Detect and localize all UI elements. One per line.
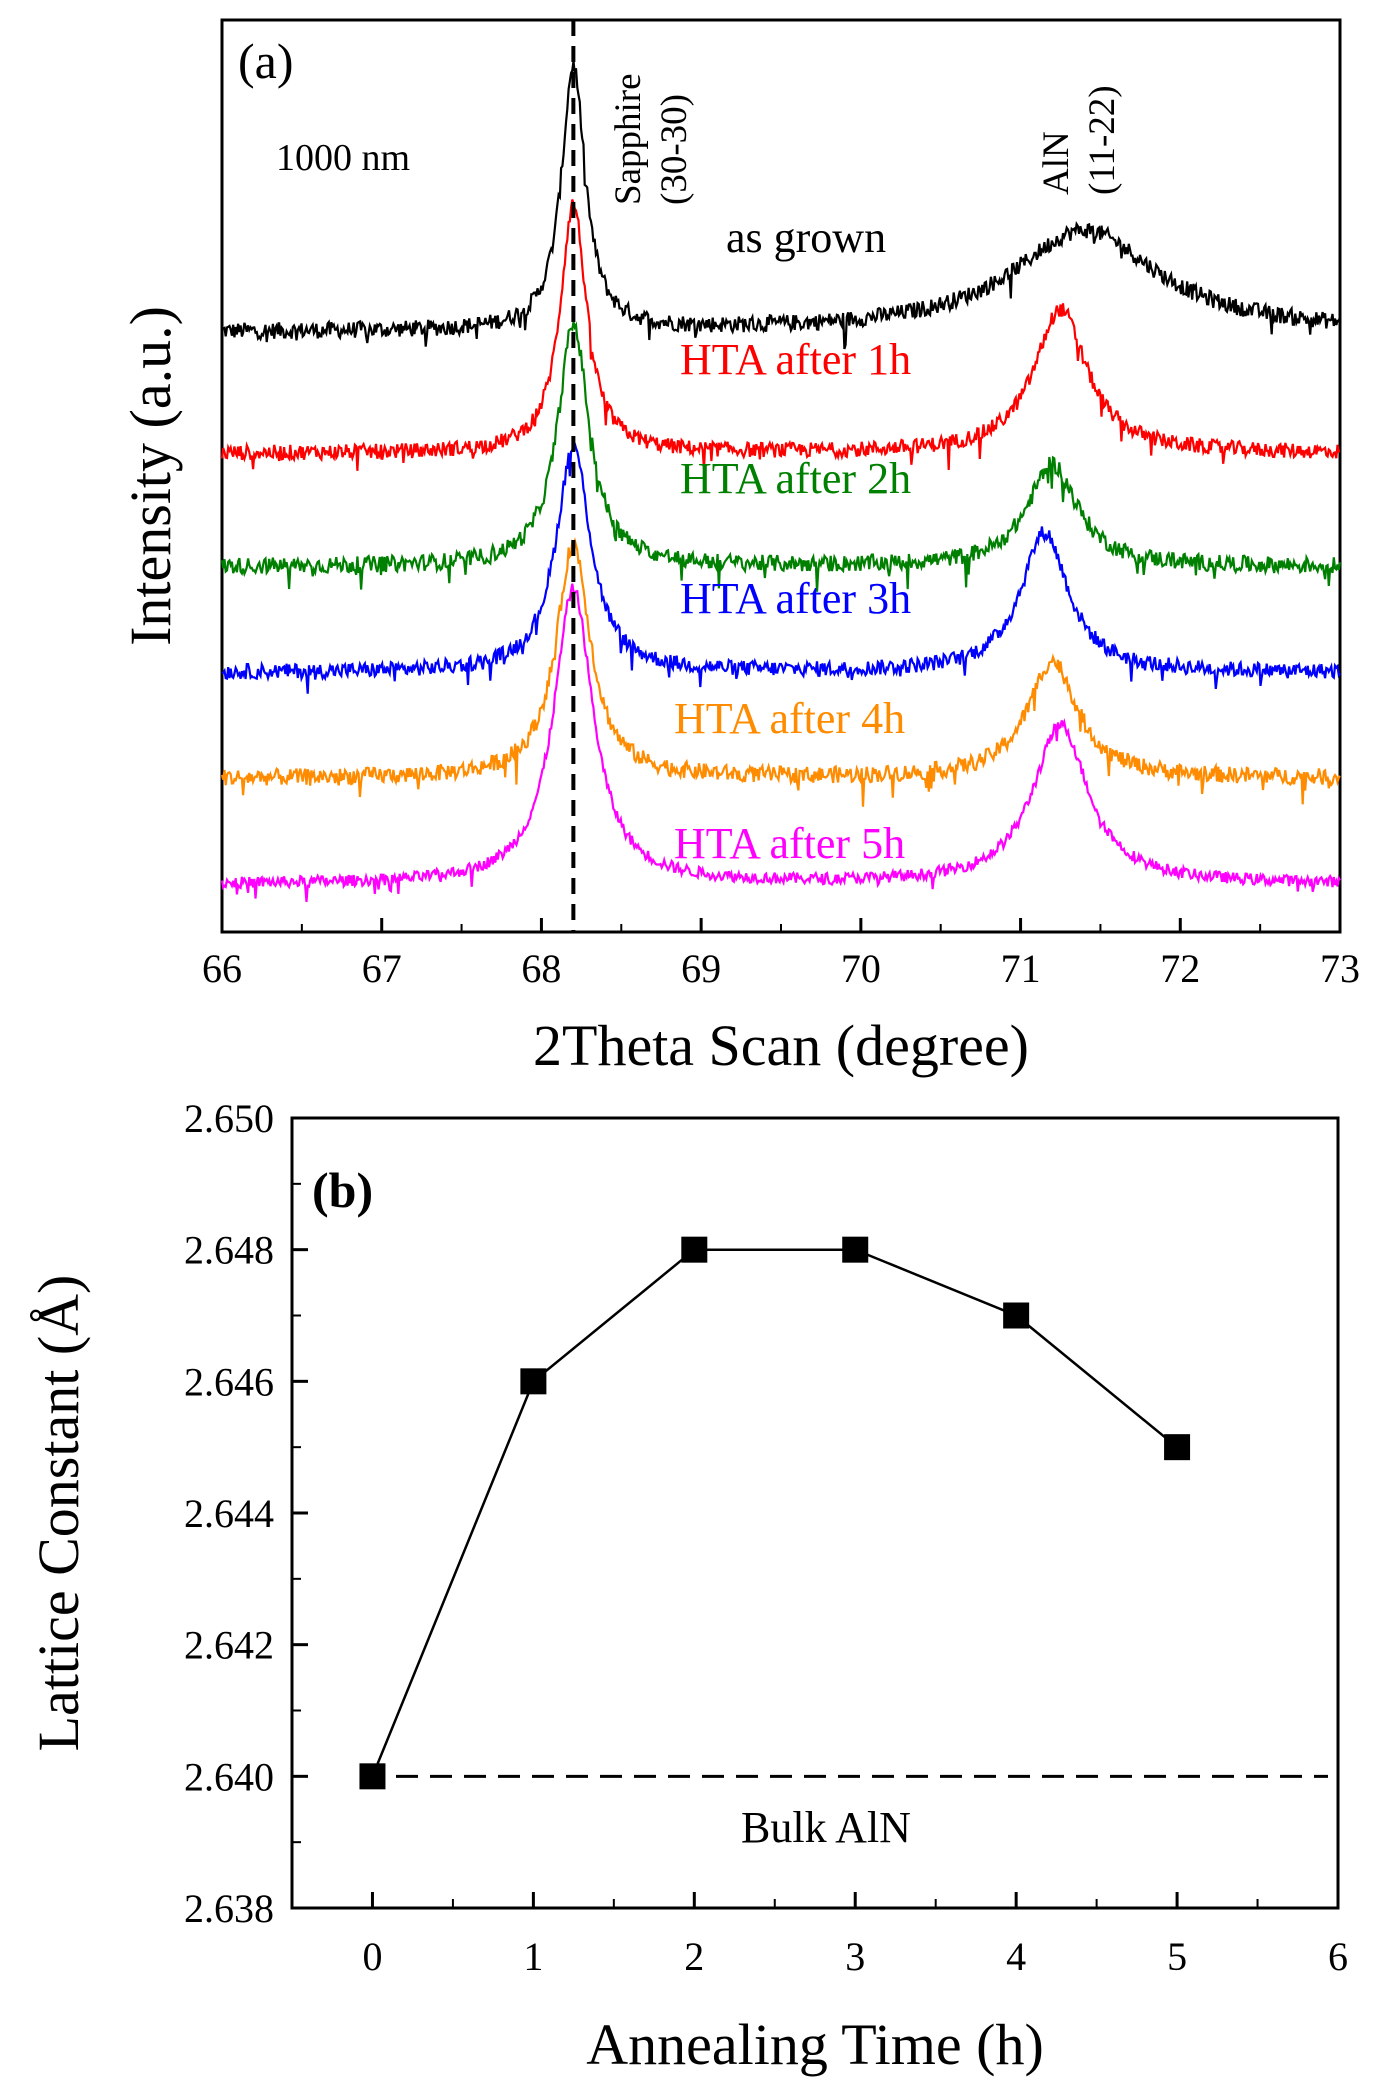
a-x-tick-label: 69 xyxy=(681,946,721,991)
panel-a-y-axis-title: Intensity (a.u.) xyxy=(118,306,183,646)
lattice-point-3h xyxy=(842,1236,869,1263)
b-x-tick-label: 0 xyxy=(362,1934,382,1979)
xrd-curve-4 xyxy=(220,537,1341,807)
a-x-tick-label: 66 xyxy=(202,946,242,991)
panel-a-xrd-chart: 66 67 68 69 70 71 72 73 (a) 1000 nm Sapphire (3… xyxy=(118,18,1360,1078)
lattice-point-4h xyxy=(1003,1302,1030,1329)
bulk-aln-label: Bulk AlN xyxy=(741,1803,911,1852)
panel-b-x-axis-title: Annealing Time (h) xyxy=(586,2012,1044,2077)
lattice-point-0h xyxy=(359,1763,386,1790)
panel-a-x-axis-title: 2Theta Scan (degree) xyxy=(533,1013,1029,1078)
xrd-curve-3 xyxy=(221,438,1341,694)
a-x-tick-label: 70 xyxy=(841,946,881,991)
b-x-tick-label: 2 xyxy=(684,1934,704,1979)
xrd-curve-5 xyxy=(220,583,1341,902)
b-y-tick-label: 2.638 xyxy=(184,1886,274,1931)
b-x-tick-label: 3 xyxy=(845,1934,865,1979)
xrd-curve-2 xyxy=(220,321,1342,592)
panel-a-curves xyxy=(220,61,1342,902)
panel-b-label: (b) xyxy=(312,1162,373,1218)
film-thickness-label: 1000 nm xyxy=(276,137,410,179)
lattice-point-5h xyxy=(1164,1434,1191,1461)
panel-b-y-axis-title: Lattice Constant (Å) xyxy=(26,1275,91,1752)
b-x-tick-label: 4 xyxy=(1006,1934,1026,1979)
panel-a-x-ticks: 66 67 68 69 70 71 72 73 xyxy=(202,918,1360,991)
panel-b-plot-frame xyxy=(290,1116,1340,1910)
sapphire-peak-label: Sapphire xyxy=(608,73,649,205)
a-x-tick-label: 67 xyxy=(362,946,402,991)
lattice-point-2h xyxy=(681,1236,708,1263)
curve-label-3h: HTA after 3h xyxy=(680,574,911,623)
lattice-constant-line xyxy=(371,1248,1178,1777)
a-x-tick-label: 71 xyxy=(1001,946,1041,991)
sapphire-peak-index: (30-30) xyxy=(654,94,695,205)
b-y-tick-label: 2.642 xyxy=(184,1623,274,1668)
b-y-tick-label: 2.646 xyxy=(184,1359,274,1404)
aln-peak-index: (11-22) xyxy=(1082,85,1123,195)
panel-b-lattice-chart: 0 1 2 3 4 5 6 2.638 2.640 2.642 2.644 2.646 2.648 2.6… xyxy=(26,1096,1348,2077)
panel-a-label: (a) xyxy=(238,33,294,89)
xrd-curve-1 xyxy=(220,199,1341,471)
b-y-tick-label: 2.644 xyxy=(184,1491,274,1536)
lattice-point-1h xyxy=(520,1368,547,1395)
curve-label-4h: HTA after 4h xyxy=(674,694,905,743)
b-y-tick-label: 2.640 xyxy=(184,1754,274,1799)
xrd-curve-0 xyxy=(221,61,1342,350)
curve-label-as-grown: as grown xyxy=(726,213,886,262)
b-x-tick-label: 5 xyxy=(1167,1934,1187,1979)
b-x-tick-label: 6 xyxy=(1328,1934,1348,1979)
a-x-tick-label: 68 xyxy=(521,946,561,991)
b-y-tick-label: 2.648 xyxy=(184,1228,274,1273)
a-x-tick-label: 72 xyxy=(1160,946,1200,991)
panel-b-series xyxy=(359,1236,1191,1790)
a-x-tick-label: 73 xyxy=(1320,946,1360,991)
b-y-tick-label: 2.650 xyxy=(184,1096,274,1141)
curve-label-5h: HTA after 5h xyxy=(674,819,905,868)
b-x-tick-label: 1 xyxy=(523,1934,543,1979)
curve-label-1h: HTA after 1h xyxy=(680,335,911,384)
panel-b-ticks: 0 1 2 3 4 5 6 2.638 2.640 2.642 2.644 2.646 2.648 2.6… xyxy=(184,1096,1348,1979)
curve-label-2h: HTA after 2h xyxy=(680,454,911,503)
aln-peak-label: AlN xyxy=(1036,131,1077,195)
